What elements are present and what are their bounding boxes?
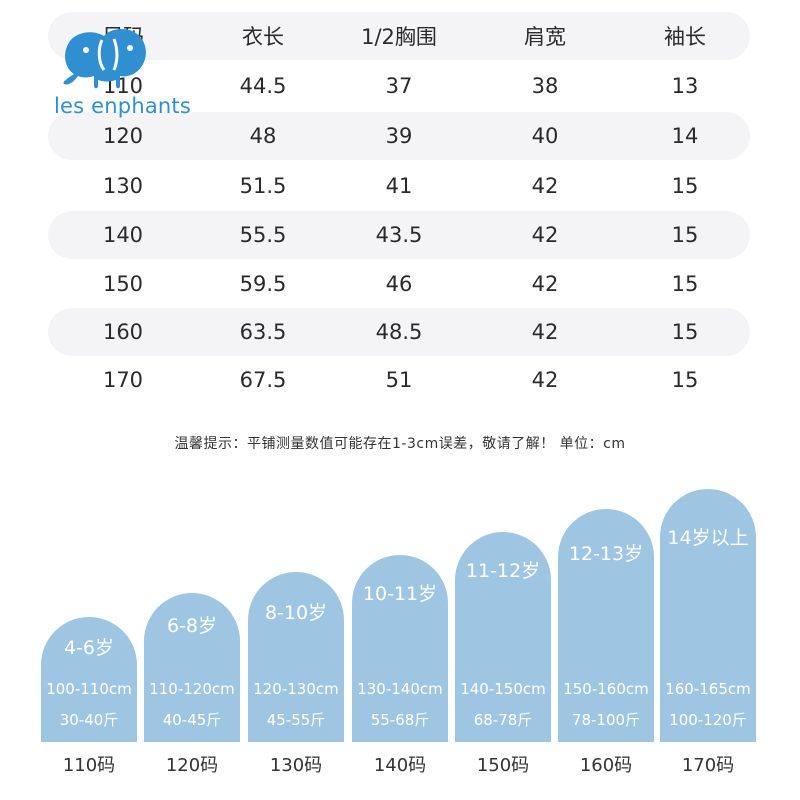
size-caption: 140码 — [373, 755, 427, 776]
height-range: 110-120cm — [149, 680, 235, 698]
age-label: 10-11岁 — [362, 583, 438, 605]
table-cell: 46 — [385, 272, 413, 296]
table-cell: 55.5 — [239, 223, 287, 247]
table-cell: 42 — [531, 272, 559, 296]
weight-range: 68-78斤 — [473, 711, 533, 729]
size-caption: 120码 — [165, 755, 219, 776]
size-caption: 160码 — [579, 755, 633, 776]
size-caption: 110码 — [62, 755, 116, 776]
table-cell: 38 — [531, 74, 559, 98]
age-card: 11-12岁 140-150cm 68-78斤 — [455, 532, 551, 742]
size-caption: 130码 — [269, 755, 323, 776]
table-row: 120 48 39 40 14 — [48, 112, 750, 160]
weight-range: 55-68斤 — [370, 711, 430, 729]
table-cell: 51 — [385, 368, 413, 392]
table-cell: 42 — [531, 223, 559, 247]
table-cell: 15 — [671, 174, 699, 198]
table-cell: 41 — [385, 174, 413, 198]
table-cell: 48 — [249, 124, 277, 148]
logo-text: les enphants — [54, 94, 191, 118]
height-range: 160-165cm — [665, 680, 751, 698]
elephant-icon — [63, 28, 146, 89]
table-cell: 170 — [102, 368, 144, 392]
table-cell: 160 — [102, 320, 144, 344]
table-cell: 15 — [671, 368, 699, 392]
age-card: 6-8岁 110-120cm 40-45斤 — [144, 593, 240, 742]
table-row: 170 67.5 51 42 15 — [48, 356, 750, 404]
table-cell: 14 — [671, 124, 699, 148]
header-cell: 袖长 — [664, 25, 706, 49]
table-cell: 48.5 — [375, 320, 423, 344]
table-cell: 37 — [385, 74, 413, 98]
table-cell: 15 — [671, 272, 699, 296]
table-row: 130 51.5 41 42 15 — [48, 162, 750, 210]
weight-range: 100-120斤 — [669, 711, 747, 729]
height-range: 140-150cm — [460, 680, 546, 698]
table-cell: 67.5 — [239, 368, 287, 392]
table-cell: 120 — [102, 124, 144, 148]
header-cell: 1/2胸围 — [361, 25, 437, 49]
weight-range: 45-55斤 — [266, 711, 326, 729]
table-cell: 42 — [531, 174, 559, 198]
table-cell: 40 — [531, 124, 559, 148]
brand-logo: les enphants — [54, 26, 191, 126]
header-cell: 肩宽 — [524, 25, 566, 49]
size-caption: 170码 — [681, 755, 735, 776]
table-row: 140 55.5 43.5 42 15 — [48, 211, 750, 259]
weight-range: 30-40斤 — [59, 711, 119, 729]
header-cell: 衣长 — [242, 25, 284, 49]
table-cell: 42 — [531, 368, 559, 392]
size-caption: 150码 — [476, 755, 530, 776]
height-range: 150-160cm — [563, 680, 649, 698]
table-cell: 140 — [102, 223, 144, 247]
weight-range: 78-100斤 — [571, 711, 641, 729]
age-card: 12-13岁 150-160cm 78-100斤 — [558, 509, 654, 742]
table-row: 150 59.5 46 42 15 — [48, 260, 750, 308]
height-range: 130-140cm — [357, 680, 443, 698]
age-card: 14岁以上 160-165cm 100-120斤 — [660, 489, 756, 742]
table-cell: 59.5 — [239, 272, 287, 296]
age-label: 14岁以上 — [667, 527, 749, 549]
table-cell: 15 — [671, 320, 699, 344]
age-label: 6-8岁 — [166, 615, 218, 637]
table-cell: 150 — [102, 272, 144, 296]
table-cell: 44.5 — [239, 74, 287, 98]
age-card: 4-6岁 100-110cm 30-40斤 — [41, 617, 137, 742]
measurement-note: 温馨提示：平铺测量数值可能存在1-3cm误差，敬请了解！ 单位：cm — [174, 436, 626, 452]
table-cell: 130 — [102, 174, 144, 198]
table-header-row: 尺码 衣长 1/2胸围 肩宽 袖长 — [48, 12, 750, 60]
height-range: 120-130cm — [253, 680, 339, 698]
age-label: 12-13岁 — [568, 543, 644, 565]
table-row: 160 63.5 48.5 42 15 — [48, 308, 750, 356]
age-label: 11-12岁 — [465, 560, 541, 582]
height-range: 100-110cm — [46, 680, 132, 698]
table-cell: 13 — [671, 74, 699, 98]
age-label: 4-6岁 — [63, 637, 115, 659]
table-cell: 51.5 — [239, 174, 287, 198]
table-cell: 39 — [385, 124, 413, 148]
weight-range: 40-45斤 — [162, 711, 222, 729]
age-card: 10-11岁 130-140cm 55-68斤 — [352, 555, 448, 742]
table-cell: 42 — [531, 320, 559, 344]
age-card: 8-10岁 120-130cm 45-55斤 — [248, 572, 344, 742]
table-cell: 63.5 — [239, 320, 287, 344]
age-label: 8-10岁 — [264, 602, 328, 624]
table-cell: 43.5 — [375, 223, 423, 247]
table-cell: 15 — [671, 223, 699, 247]
